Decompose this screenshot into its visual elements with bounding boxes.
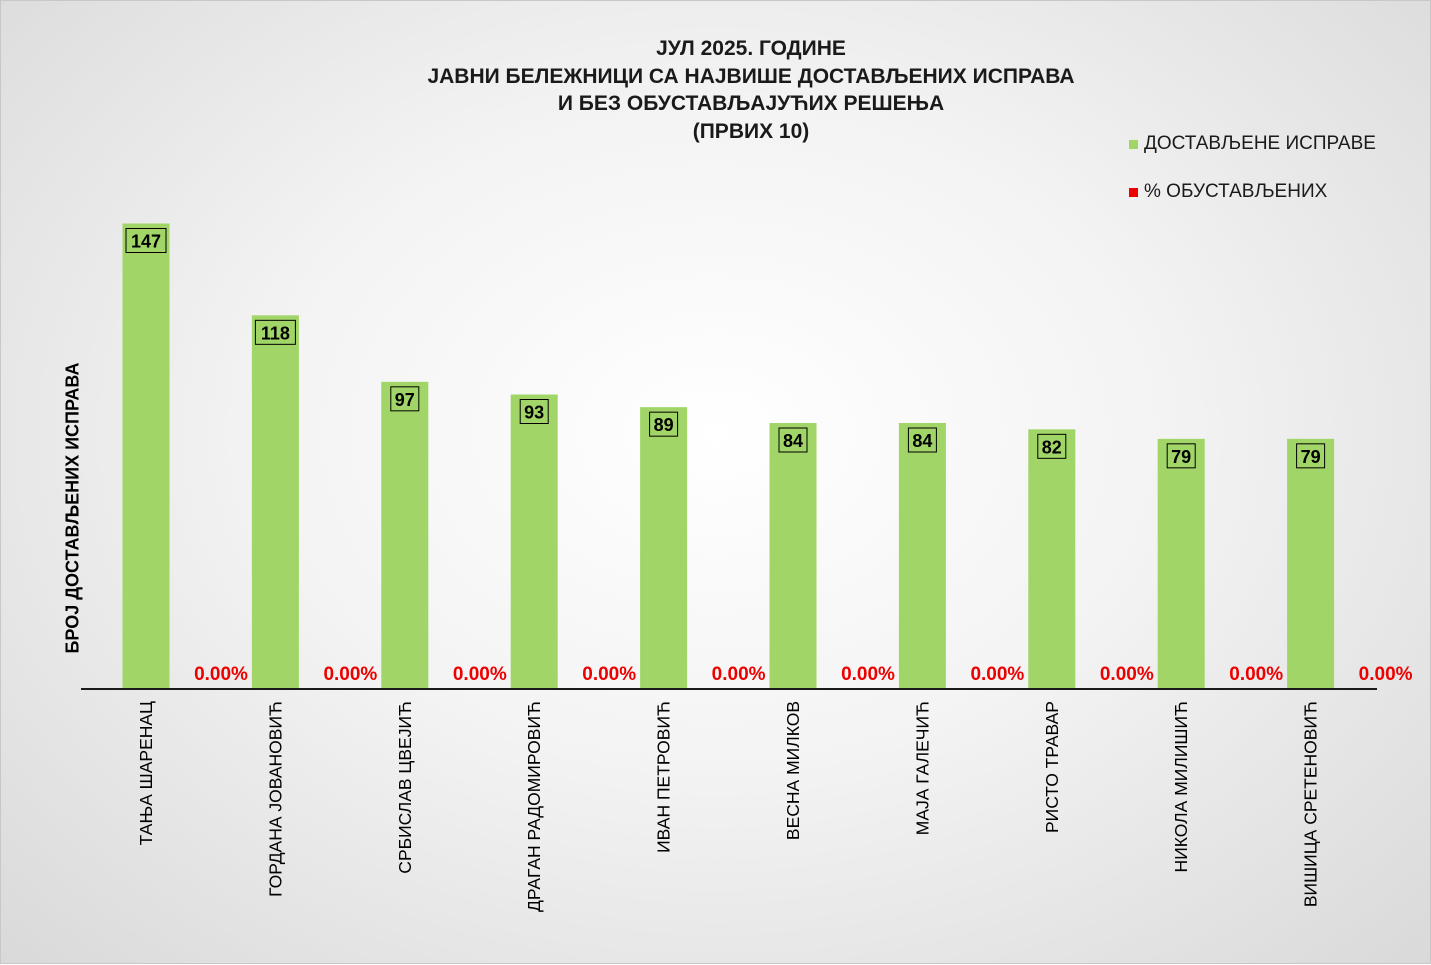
bar <box>640 407 688 689</box>
data-label: 89 <box>654 415 674 435</box>
data-label-box <box>125 228 167 253</box>
x-tick-label: ВИШИЦА СРЕТЕНОВИЋ <box>1301 701 1321 907</box>
x-tick-label: ИВАН ПЕТРОВИЋ <box>654 701 674 853</box>
chart-title: ЈУЛ 2025. ГОДИНЕ ЈАВНИ БЕЛЕЖНИЦИ СА НАЈВ… <box>251 35 1251 145</box>
data-label-box <box>649 411 679 437</box>
bar <box>769 423 817 689</box>
chart-title-line: (ПРВИХ 10) <box>692 119 810 143</box>
x-tick-label: ТАЊА ШАРЕНАЦ <box>136 701 156 845</box>
legend-swatch-suspended <box>1129 188 1138 197</box>
data-label-box <box>1037 433 1067 459</box>
data-label-box <box>1296 443 1326 469</box>
bar <box>1287 438 1335 689</box>
percent-label: 0.00% <box>453 664 507 685</box>
x-tick-label: НИКОЛА МИЛИШИЋ <box>1171 701 1191 872</box>
bar <box>122 223 170 689</box>
x-tick-label: ДРАГАН РАДОМИРОВИЋ <box>524 701 544 912</box>
bar <box>251 315 299 689</box>
percent-label: 0.00% <box>194 664 248 685</box>
percent-label: 0.00% <box>1100 664 1154 685</box>
chart-title-line: ЈУЛ 2025. ГОДИНЕ <box>656 37 846 60</box>
percent-label: 0.00% <box>712 664 766 685</box>
bar <box>381 381 429 689</box>
percent-label: 0.00% <box>323 664 377 685</box>
data-label-box <box>778 427 808 453</box>
percent-label: 0.00% <box>841 664 895 685</box>
data-label: 84 <box>783 431 803 451</box>
x-tick-label: СРБИСЛАВ ЦВЕЈИЋ <box>395 701 415 874</box>
bar <box>1157 438 1205 689</box>
data-label: 97 <box>395 390 415 410</box>
data-label: 84 <box>912 431 932 451</box>
data-label-box <box>519 399 549 424</box>
bar <box>898 423 946 689</box>
legend-label-delivered: ДОСТАВЉЕНЕ ИСПРАВЕ <box>1144 133 1376 154</box>
percent-label: 0.00% <box>582 664 636 685</box>
data-label-box <box>254 319 296 345</box>
legend-swatch-delivered <box>1129 140 1138 149</box>
data-label: 93 <box>524 403 544 423</box>
percent-label: 0.00% <box>1229 664 1283 685</box>
data-label-box <box>390 386 420 412</box>
percent-label: 0.00% <box>970 664 1024 685</box>
bar <box>1028 429 1076 689</box>
data-label-box <box>907 427 937 453</box>
percent-label: 0.00% <box>1359 664 1413 685</box>
data-label: 82 <box>1042 437 1062 457</box>
legend-label-suspended: % ОБУСТАВЉЕНИХ <box>1144 181 1328 202</box>
x-tick-label: ВЕСНА МИЛКОВ <box>783 701 803 840</box>
data-label: 79 <box>1171 447 1191 467</box>
data-label: 79 <box>1301 447 1321 467</box>
x-tick-label: ГОРДАНА ЈОВАНОВИЋ <box>265 701 285 897</box>
chart-title-line: И БЕЗ ОБУСТАВЉАЈУЋИХ РЕШЕЊА <box>557 92 945 115</box>
data-label: 118 <box>261 323 290 343</box>
data-label-box <box>1166 443 1196 469</box>
data-label: 147 <box>131 232 161 252</box>
x-tick-label: МАЈА ГАЛЕЧИЋ <box>912 701 932 835</box>
bar <box>510 394 558 689</box>
chart-title-line: ЈАВНИ БЕЛЕЖНИЦИ СА НАЈВИШЕ ДОСТАВЉЕНИХ И… <box>427 64 1075 88</box>
x-tick-label: РИСТО ТРАВАР <box>1042 701 1062 833</box>
